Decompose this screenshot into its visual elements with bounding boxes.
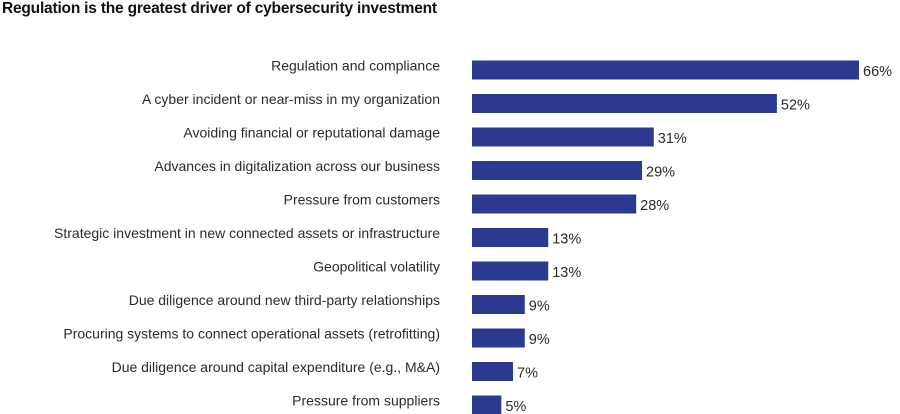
value-label: 7% bbox=[517, 365, 538, 381]
category-label: Advances in digitalization across our bu… bbox=[154, 158, 440, 174]
bar bbox=[472, 161, 643, 180]
category-label: Geopolitical volatility bbox=[313, 259, 440, 275]
bar bbox=[472, 94, 777, 113]
category-label: Due diligence around new third-party rel… bbox=[129, 292, 440, 308]
value-label: 66% bbox=[863, 64, 892, 80]
value-label: 52% bbox=[781, 97, 810, 113]
category-label: Regulation and compliance bbox=[271, 58, 440, 74]
bar bbox=[472, 295, 525, 314]
category-label: A cyber incident or near-miss in my orga… bbox=[142, 91, 440, 107]
category-label: Pressure from suppliers bbox=[292, 393, 440, 409]
value-label: 28% bbox=[640, 198, 669, 214]
bar bbox=[472, 395, 502, 414]
category-label: Avoiding financial or reputational damag… bbox=[183, 125, 440, 141]
category-label: Procuring systems to connect operational… bbox=[63, 326, 440, 342]
bar bbox=[472, 228, 549, 247]
value-label: 9% bbox=[529, 298, 550, 314]
value-label: 9% bbox=[529, 332, 550, 348]
category-label: Pressure from customers bbox=[284, 192, 440, 208]
bar bbox=[472, 194, 637, 214]
value-label: 13% bbox=[552, 265, 581, 281]
value-label: 29% bbox=[646, 164, 675, 180]
bar bbox=[472, 127, 654, 147]
value-label: 13% bbox=[552, 231, 581, 247]
bar bbox=[472, 362, 514, 381]
value-label: 5% bbox=[505, 399, 526, 414]
bar bbox=[472, 60, 859, 80]
category-label: Due diligence around capital expenditure… bbox=[112, 359, 440, 375]
chart-title: Regulation is the greatest driver of cyb… bbox=[2, 0, 437, 17]
category-label: Strategic investment in new connected as… bbox=[54, 225, 440, 241]
bar bbox=[472, 328, 525, 348]
bar bbox=[472, 261, 549, 281]
value-label: 31% bbox=[658, 131, 687, 147]
